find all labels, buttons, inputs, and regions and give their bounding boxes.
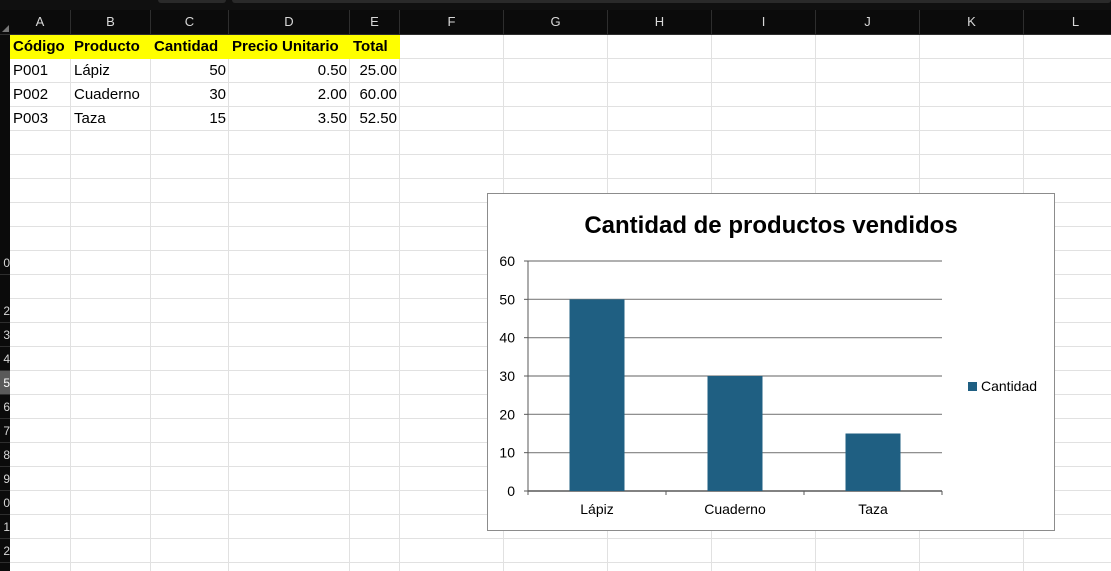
cell-d4[interactable]: 3.50 [317, 110, 347, 127]
grid-line [10, 562, 1111, 563]
cell-a2[interactable]: P001 [13, 62, 49, 79]
row-header[interactable]: 9 [0, 467, 10, 491]
chart-title: Cantidad de productos vendidos [584, 212, 957, 239]
select-all-icon [2, 25, 9, 32]
legend-label: Cantidad [981, 378, 1037, 394]
chart-canvas: Cantidad de productos vendidos 0 10 20 30 40… [499, 212, 1037, 517]
bar-cuaderno[interactable] [707, 376, 763, 491]
y-tick-label: 50 [499, 291, 515, 307]
grid-line [10, 154, 1111, 155]
y-tick-label: 60 [499, 253, 515, 269]
row-header[interactable]: 2 [0, 539, 10, 563]
cell-d1[interactable]: Precio Unitario [229, 35, 350, 59]
column-header-i[interactable]: I [712, 10, 816, 34]
cell-d3[interactable]: 2.00 [317, 86, 347, 103]
chart-bars [569, 299, 901, 492]
cell-a1[interactable]: Código [10, 35, 71, 59]
row-header[interactable]: 8 [0, 443, 10, 467]
grid-line [10, 106, 1111, 107]
cell-c3[interactable]: 30 [209, 86, 226, 103]
column-header-k[interactable]: K [920, 10, 1024, 34]
grid-line [10, 538, 1111, 539]
cell-e3[interactable]: 60.00 [359, 86, 397, 103]
row-header-selected[interactable]: 5 [0, 371, 10, 395]
column-header-a[interactable]: A [10, 10, 71, 34]
row-header-bar: 0 2 3 4 5 6 7 8 9 0 1 2 [0, 35, 10, 571]
row-header[interactable]: 2 [0, 299, 10, 323]
cell-a4[interactable]: P003 [13, 110, 49, 127]
y-tick-label: 30 [499, 368, 515, 384]
window-top-bar [0, 0, 1111, 10]
cell-b1[interactable]: Producto [71, 35, 151, 59]
cell-e1[interactable]: Total [350, 35, 400, 59]
grid-line [228, 35, 229, 571]
x-tick-label: Lápiz [580, 501, 613, 517]
cell-b4[interactable]: Taza [74, 110, 106, 127]
cell-e4[interactable]: 52.50 [359, 110, 397, 127]
column-header-bar: A B C D E F G H I J K L [0, 10, 1111, 35]
column-header-g[interactable]: G [504, 10, 608, 34]
sheet-tab-edge [232, 0, 1111, 3]
y-tick-label: 40 [499, 330, 515, 346]
row-header[interactable]: 3 [0, 323, 10, 347]
chart-y-axis: 0 10 20 30 40 50 60 [499, 253, 515, 499]
column-header-d[interactable]: D [229, 10, 350, 34]
cell-c4[interactable]: 15 [209, 110, 226, 127]
bar-chart[interactable]: Cantidad de productos vendidos 0 10 20 30 40… [487, 193, 1055, 531]
cell-a3[interactable]: P002 [13, 86, 49, 103]
legend-swatch [968, 382, 977, 391]
column-header-j[interactable]: J [816, 10, 920, 34]
chart-legend: Cantidad [968, 378, 1037, 394]
select-all-corner[interactable] [0, 10, 10, 34]
bar-taza[interactable] [845, 433, 901, 492]
cell-c2[interactable]: 50 [209, 62, 226, 79]
chart-x-axis: Lápiz Cuaderno Taza [527, 491, 943, 517]
cell-d2[interactable]: 0.50 [317, 62, 347, 79]
cell-b3[interactable]: Cuaderno [74, 86, 140, 103]
y-tick-label: 10 [499, 445, 515, 461]
column-header-e[interactable]: E [350, 10, 400, 34]
y-tick-label: 0 [507, 483, 515, 499]
cell-b2[interactable]: Lápiz [74, 62, 110, 79]
grid-line [10, 82, 1111, 83]
grid-line [150, 35, 151, 571]
y-tick-label: 20 [499, 406, 515, 422]
cell-c1[interactable]: Cantidad [151, 35, 229, 59]
grid-line [10, 178, 1111, 179]
grid-line [70, 35, 71, 571]
grid-line [10, 58, 1111, 59]
column-header-c[interactable]: C [151, 10, 229, 34]
x-tick-label: Cuaderno [704, 501, 766, 517]
column-header-l[interactable]: L [1024, 10, 1111, 34]
row-header[interactable]: 4 [0, 347, 10, 371]
row-header[interactable]: 1 [0, 515, 10, 539]
column-header-h[interactable]: H [608, 10, 712, 34]
row-header[interactable]: 6 [0, 395, 10, 419]
column-header-f[interactable]: F [400, 10, 504, 34]
grid-line [399, 35, 400, 571]
column-header-b[interactable]: B [71, 10, 151, 34]
x-tick-label: Taza [858, 501, 888, 517]
cell-e2[interactable]: 25.00 [359, 62, 397, 79]
row-header[interactable]: 0 [0, 251, 10, 275]
sheet-tab-edge [158, 0, 226, 3]
bar-lápiz[interactable] [569, 299, 625, 491]
grid-line [10, 130, 1111, 131]
row-header[interactable]: 0 [0, 491, 10, 515]
row-header[interactable]: 7 [0, 419, 10, 443]
grid-line [349, 35, 350, 571]
